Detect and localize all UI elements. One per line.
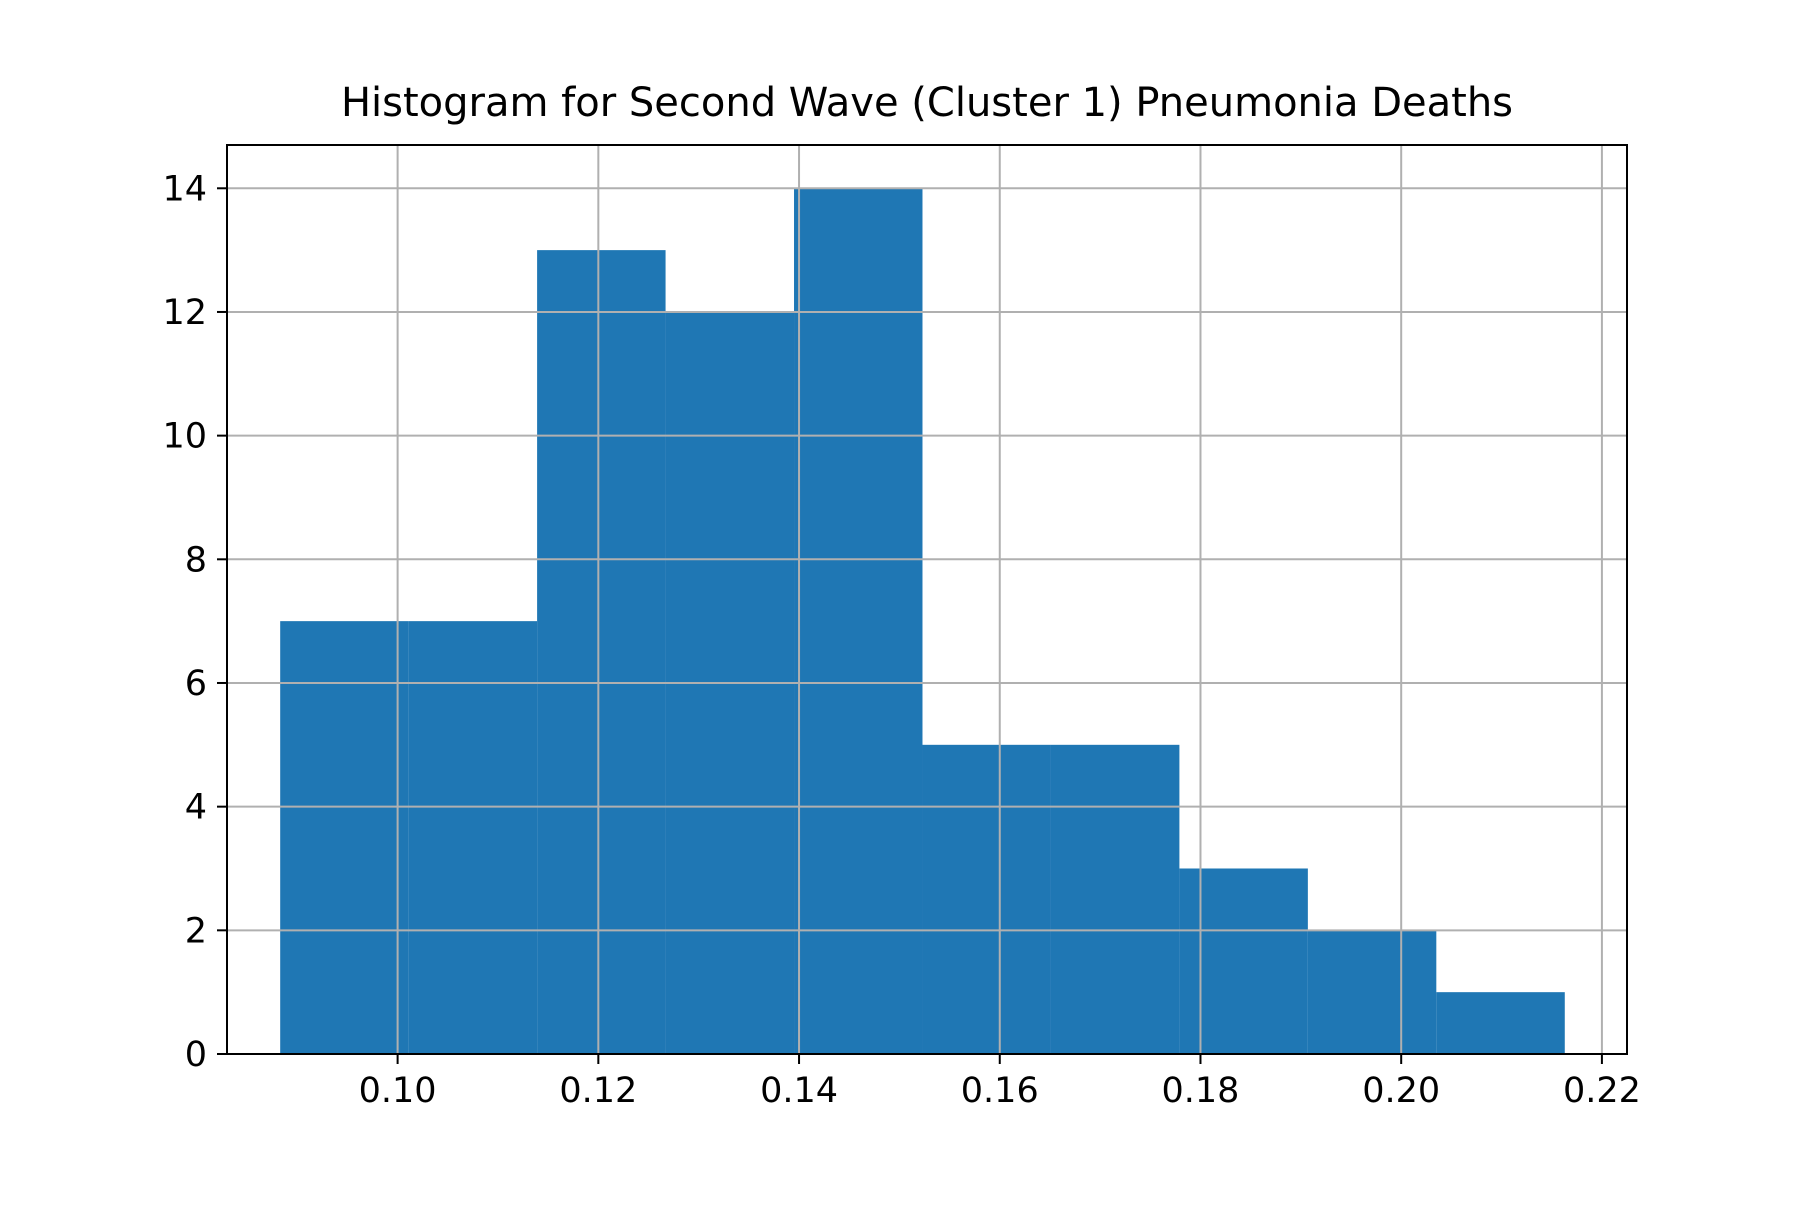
- ticks-layer: 0.10 0.12 0.14 0.16 0.18 0.20 0.22 0 2 4 6 8 10 12 14: [162, 169, 1640, 1111]
- x-tick-label: 0.16: [961, 1071, 1039, 1111]
- x-tick-label: 0.10: [359, 1071, 437, 1111]
- y-tick-label: 12: [162, 293, 207, 333]
- histogram-bar: [794, 188, 923, 1055]
- x-tick-label: 0.14: [760, 1071, 838, 1111]
- histogram-bar: [408, 621, 538, 1054]
- x-tick-label: 0.22: [1563, 1071, 1641, 1111]
- y-tick-label: 6: [185, 664, 207, 704]
- y-tick-label: 14: [162, 169, 207, 209]
- bars-layer: [280, 188, 1565, 1055]
- histogram-bar: [922, 744, 1051, 1054]
- y-tick-label: 10: [162, 417, 207, 457]
- histogram-bar: [1436, 992, 1565, 1054]
- histogram-bar: [280, 621, 409, 1054]
- x-tick-label: 0.18: [1162, 1071, 1240, 1111]
- histogram-bar: [1050, 744, 1180, 1054]
- y-tick-label: 0: [185, 1035, 207, 1075]
- y-tick-label: 4: [185, 788, 207, 828]
- plot-frame: [226, 144, 1628, 1055]
- y-tick-label: 2: [185, 911, 207, 951]
- y-tick-label: 8: [185, 540, 207, 580]
- chart-title: Histogram for Second Wave (Cluster 1) Pn…: [341, 80, 1513, 126]
- histogram-bar: [1307, 930, 1437, 1054]
- histogram-bar: [1179, 868, 1308, 1054]
- x-tick-label: 0.20: [1362, 1071, 1440, 1111]
- histogram-bar: [537, 250, 666, 1055]
- x-tick-label: 0.12: [559, 1071, 637, 1111]
